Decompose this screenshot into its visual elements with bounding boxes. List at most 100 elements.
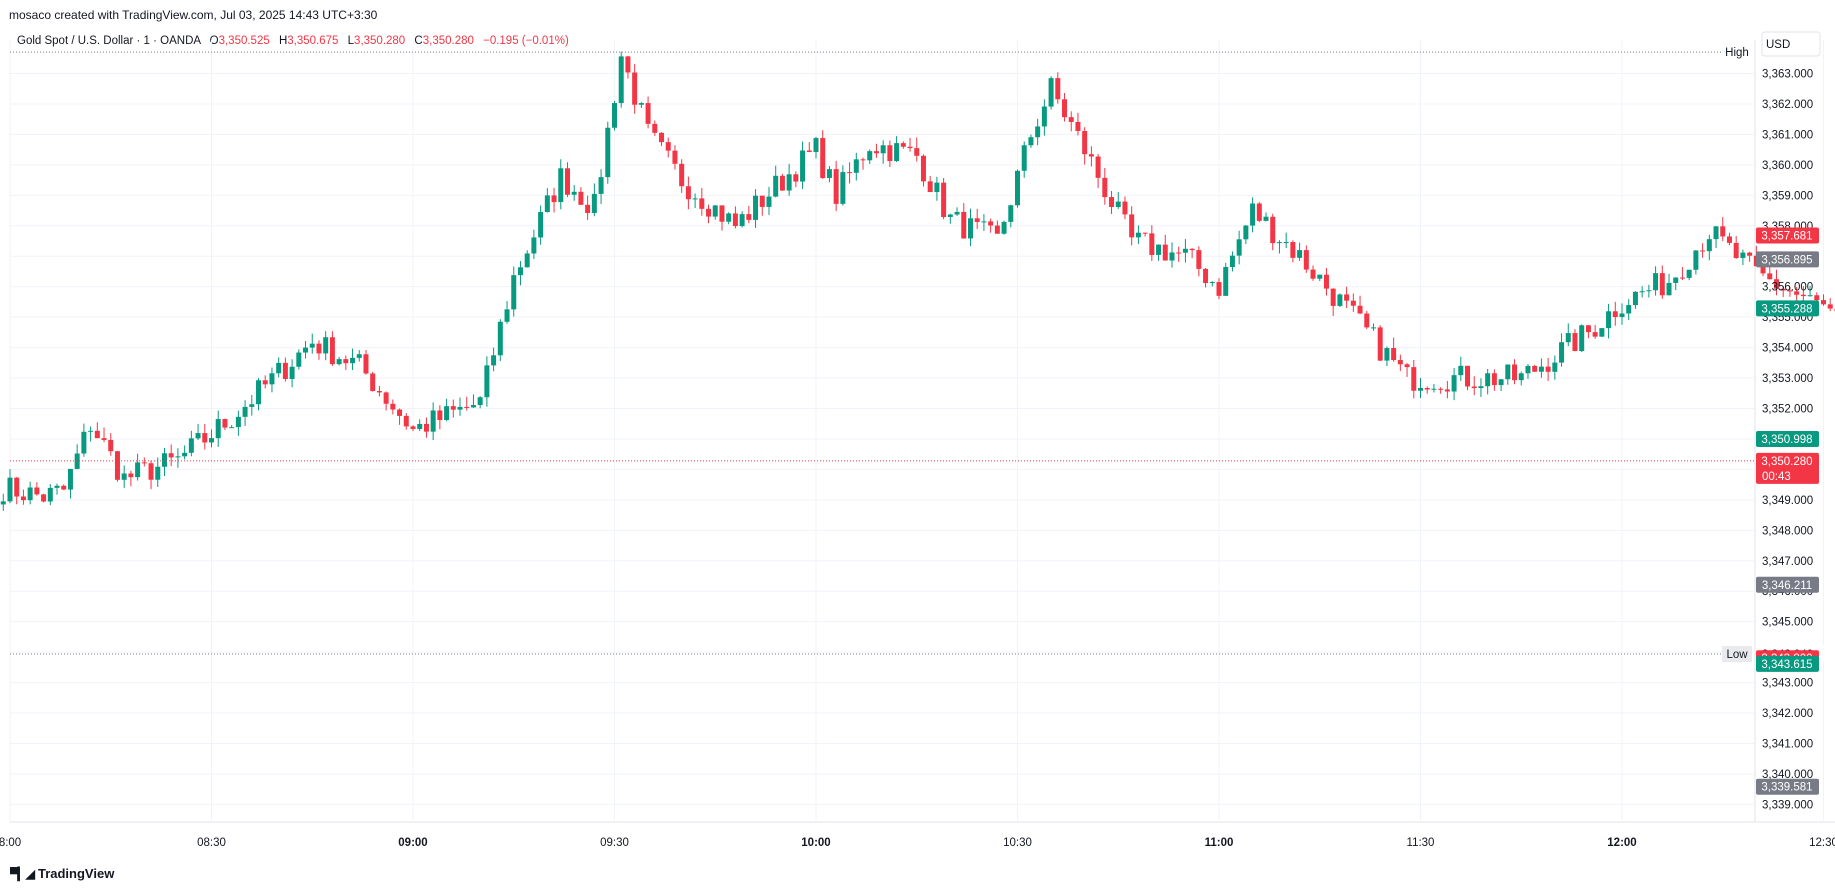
candle-body[interactable] — [121, 473, 127, 480]
candle-body[interactable] — [779, 175, 785, 191]
candle-body[interactable] — [1149, 233, 1155, 255]
candle-body[interactable] — [612, 103, 617, 128]
candle-body[interactable] — [1182, 248, 1188, 253]
candle-body[interactable] — [524, 253, 530, 268]
candle-body[interactable] — [1216, 282, 1222, 296]
candle-body[interactable] — [1659, 273, 1665, 296]
candle-body[interactable] — [1243, 225, 1249, 240]
candle-body[interactable] — [531, 237, 537, 254]
candle-body[interactable] — [1028, 137, 1034, 146]
candle-body[interactable] — [1209, 282, 1215, 284]
candle-body[interactable] — [511, 275, 517, 310]
candle-body[interactable] — [7, 477, 13, 502]
candle-body[interactable] — [1720, 226, 1726, 237]
candle-body[interactable] — [202, 433, 208, 443]
candle-body[interactable] — [1384, 348, 1390, 361]
candle-body[interactable] — [464, 406, 470, 408]
candle-body[interactable] — [437, 410, 443, 421]
candle-body[interactable] — [544, 195, 550, 213]
candle-body[interactable] — [182, 452, 188, 457]
candle-body[interactable] — [706, 208, 712, 217]
candle-body[interactable] — [1068, 117, 1074, 122]
candle-body[interactable] — [974, 218, 980, 222]
candle-body[interactable] — [276, 362, 282, 374]
candle-body[interactable] — [1075, 121, 1081, 132]
candle-body[interactable] — [1673, 277, 1679, 283]
candle-body[interactable] — [491, 355, 497, 366]
candle-body[interactable] — [1310, 269, 1316, 279]
candle-body[interactable] — [1485, 373, 1491, 387]
candle-body[interactable] — [820, 138, 826, 178]
candle-body[interactable] — [1270, 216, 1276, 244]
candle-body[interactable] — [813, 138, 819, 152]
candle-body[interactable] — [1391, 348, 1397, 361]
candle-body[interactable] — [41, 494, 47, 502]
candle-body[interactable] — [914, 148, 920, 156]
candle-body[interactable] — [1646, 290, 1652, 292]
candle-body[interactable] — [1565, 333, 1571, 343]
candle-body[interactable] — [470, 405, 476, 408]
candle-body[interactable] — [175, 456, 181, 458]
candle-body[interactable] — [1679, 277, 1685, 279]
candle-body[interactable] — [20, 496, 26, 501]
candle-body[interactable] — [1639, 291, 1645, 293]
candle-body[interactable] — [1337, 294, 1343, 306]
candle-body[interactable] — [376, 391, 382, 393]
candle-body[interactable] — [1606, 311, 1612, 329]
candle-body[interactable] — [1048, 78, 1054, 107]
candle-body[interactable] — [242, 406, 248, 417]
candle-body[interactable] — [1740, 252, 1746, 258]
candle-body[interactable] — [1572, 333, 1578, 352]
candle-body[interactable] — [1142, 232, 1148, 234]
candle-body[interactable] — [457, 406, 463, 410]
candle-body[interactable] — [1431, 388, 1437, 390]
candle-body[interactable] — [430, 410, 436, 432]
candle-body[interactable] — [1404, 364, 1410, 368]
candle-body[interactable] — [759, 195, 765, 207]
candle-body[interactable] — [894, 143, 900, 162]
candle-body[interactable] — [1122, 201, 1128, 215]
candle-body[interactable] — [1821, 300, 1826, 305]
candle-body[interactable] — [1001, 221, 1007, 234]
candle-body[interactable] — [316, 343, 322, 354]
candle-body[interactable] — [1035, 126, 1041, 138]
candle-body[interactable] — [235, 416, 241, 428]
candle-body[interactable] — [209, 438, 214, 443]
candle-body[interactable] — [1008, 205, 1014, 222]
candle-body[interactable] — [753, 195, 759, 220]
candle-body[interactable] — [1787, 290, 1793, 292]
candle-body[interactable] — [1062, 99, 1068, 118]
candle-body[interactable] — [1095, 156, 1101, 178]
candle-body[interactable] — [222, 419, 228, 428]
candle-body[interactable] — [1619, 313, 1625, 318]
candle-body[interactable] — [1397, 360, 1403, 365]
candle-body[interactable] — [538, 212, 544, 238]
candle-body[interactable] — [444, 406, 450, 421]
candle-body[interactable] — [363, 354, 369, 374]
candle-body[interactable] — [88, 430, 94, 432]
candle-body[interactable] — [1162, 244, 1168, 261]
candle-body[interactable] — [873, 151, 879, 154]
candle-body[interactable] — [1465, 365, 1471, 387]
candle-body[interactable] — [343, 359, 349, 364]
candle-body[interactable] — [618, 56, 624, 104]
candle-body[interactable] — [114, 451, 120, 480]
candle-body[interactable] — [1760, 266, 1766, 274]
candle-body[interactable] — [598, 177, 604, 194]
candle-body[interactable] — [195, 433, 201, 439]
candle-body[interactable] — [1505, 364, 1511, 380]
candle-body[interactable] — [1303, 250, 1309, 270]
tradingview-logo[interactable]: ▀▎◢ TradingView — [10, 866, 114, 881]
candle-body[interactable] — [659, 132, 665, 143]
candle-body[interactable] — [1794, 291, 1800, 295]
candle-body[interactable] — [746, 214, 752, 220]
candle-body[interactable] — [27, 487, 33, 501]
candle-body[interactable] — [887, 145, 893, 162]
candle-body[interactable] — [497, 321, 503, 356]
candle-body[interactable] — [1666, 282, 1672, 296]
candle-body[interactable] — [141, 462, 147, 464]
candle-body[interactable] — [1814, 295, 1820, 301]
candle-body[interactable] — [571, 191, 577, 195]
candle-body[interactable] — [853, 159, 859, 173]
